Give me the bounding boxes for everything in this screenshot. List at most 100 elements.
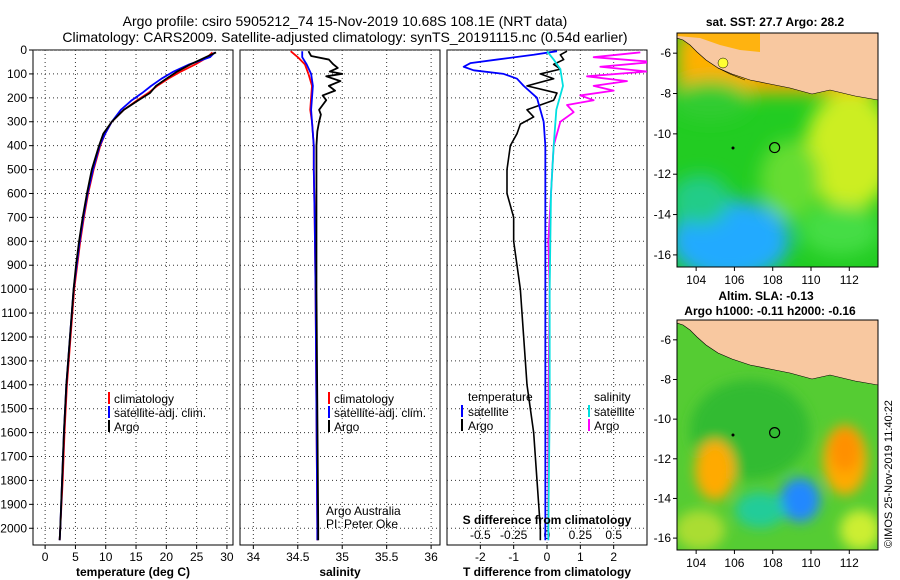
map-lat-tick: -16 [654, 531, 672, 545]
x-tick-label: 35 [336, 550, 350, 564]
map-lon-tick: 110 [801, 556, 820, 570]
map-lat-tick: -6 [660, 46, 671, 60]
sla-map-title-2: Argo h1000: -0.11 h2000: -0.16 [684, 304, 856, 318]
depth-tick-label: 1100 [1, 306, 27, 320]
legend-label-argo: Argo [114, 420, 140, 434]
climatology-line [290, 50, 319, 541]
map-lon-tick: 106 [724, 556, 744, 570]
depth-tick-label: 1000 [0, 282, 27, 296]
temperature-axis-label: temperature (deg C) [76, 565, 190, 579]
legend-label-s-argo: Argo [594, 419, 620, 433]
depth-tick-label: 300 [7, 115, 27, 129]
legend-label-t-argo: Argo [468, 419, 494, 433]
temperature-legend: climatology satellite-adj. clim. Argo [108, 392, 206, 434]
t-satellite-line [462, 50, 558, 541]
sla-map-title-1: Altim. SLA: -0.13 [718, 289, 814, 303]
map-lat-tick: -6 [660, 333, 671, 347]
x-tick-label: 2 [610, 550, 617, 564]
map-lat-tick: -16 [654, 248, 672, 262]
depth-tick-label: 1300 [0, 354, 27, 368]
s-tick-label: 0.5 [605, 528, 622, 542]
map-lon-tick: 112 [840, 556, 859, 570]
legend-label-t-satellite: satellite [468, 405, 509, 419]
salinity-legend: climatology satellite-adj. clim. Argo [328, 392, 426, 434]
map-lat-tick: -14 [654, 208, 672, 222]
legend-label-satellite: satellite-adj. clim. [334, 406, 426, 420]
depth-tick-label: 1500 [0, 402, 27, 416]
depth-tick-label: 200 [7, 91, 27, 105]
sst-map-title: sat. SST: 27.7 Argo: 28.2 [706, 15, 845, 29]
x-tick-label: 1 [577, 550, 584, 564]
sla-map-argo-marker [769, 427, 781, 439]
depth-tick-label: 1800 [0, 473, 27, 487]
t-argo-line [506, 50, 568, 541]
depth-tick-label: 0 [20, 43, 27, 57]
legend-label-s-satellite: satellite [594, 405, 635, 419]
depth-tick-label: 800 [7, 234, 27, 248]
depth-tick-label: 100 [7, 67, 27, 81]
map-lat-tick: -10 [654, 412, 672, 426]
map-lat-tick: -8 [660, 87, 671, 101]
legend-title-salinity: salinity [594, 390, 631, 404]
salinity-axis-label: salinity [319, 565, 361, 579]
map-lon-tick: 104 [686, 556, 706, 570]
depth-tick-label: 1600 [0, 426, 27, 440]
imos-credit: ©IMOS 25-Nov-2019 11:40:22 [883, 400, 895, 548]
map-lat-tick: -14 [654, 491, 672, 505]
argo-line [307, 50, 344, 541]
difference-legend-temperature: temperature satellite Argo [461, 390, 533, 433]
depth-tick-label: 900 [7, 258, 27, 272]
difference-legend-salinity: salinity satellite Argo [588, 390, 635, 433]
credit-pi: PI: Peter Oke [326, 517, 398, 531]
argo-line [58, 51, 217, 541]
x-tick-label: -1 [508, 550, 519, 564]
s-difference-axis-label: S difference from climatology [463, 513, 632, 527]
depth-tick-label: 400 [7, 139, 27, 153]
s-argo-line [547, 51, 647, 541]
map-lat-tick: -12 [654, 452, 672, 466]
x-tick-label: 15 [129, 550, 143, 564]
title-line-1: Argo profile: csiro 5905212_74 15-Nov-20… [123, 13, 568, 29]
credit-argo-australia: Argo Australia [326, 504, 401, 518]
t-difference-axis-label: T difference from climatology [463, 565, 631, 579]
x-tick-label: -2 [475, 550, 486, 564]
depth-tick-label: 1900 [0, 497, 27, 511]
map-lat-tick: -10 [654, 127, 672, 141]
map-lon-tick: 104 [686, 273, 706, 287]
depth-tick-label: 2000 [0, 521, 27, 535]
x-tick-label: 0 [544, 550, 551, 564]
x-tick-label: 30 [220, 550, 234, 564]
legend-title-temperature: temperature [468, 390, 533, 404]
x-tick-label: 5 [72, 550, 79, 564]
depth-tick-label: 1200 [0, 330, 27, 344]
title-line-2: Climatology: CARS2009. Satellite-adjuste… [62, 29, 627, 45]
depth-tick-label: 600 [7, 186, 27, 200]
s-tick-label: 0.25 [569, 528, 593, 542]
climatology-line [58, 51, 214, 541]
x-tick-label: 34 [247, 550, 261, 564]
s-tick-label: -0.25 [500, 528, 528, 542]
x-tick-label: 0 [42, 550, 49, 564]
salinity-panel [239, 49, 441, 546]
map-lon-tick: 108 [763, 556, 783, 570]
x-tick-label: 10 [99, 550, 113, 564]
satellite-adj-clim--line [58, 51, 216, 541]
x-tick-label: 35.5 [375, 550, 399, 564]
map-lon-tick: 108 [763, 273, 783, 287]
legend-label-argo: Argo [334, 420, 360, 434]
x-tick-label: 36 [424, 550, 438, 564]
satellite-adj-clim--line [301, 51, 319, 541]
legend-label-climatology: climatology [114, 392, 174, 406]
x-tick-label: 25 [190, 550, 204, 564]
sst-map [677, 33, 878, 267]
s-tick-label: 0 [544, 528, 551, 542]
map-lat-tick: -12 [654, 167, 672, 181]
depth-tick-label: 700 [7, 210, 27, 224]
map-lon-tick: 110 [801, 273, 820, 287]
depth-tick-label: 1400 [0, 378, 27, 392]
map-lon-tick: 106 [724, 273, 744, 287]
legend-label-satellite: satellite-adj. clim. [114, 406, 206, 420]
legend-label-climatology: climatology [334, 392, 394, 406]
s-satellite-line [546, 50, 564, 541]
